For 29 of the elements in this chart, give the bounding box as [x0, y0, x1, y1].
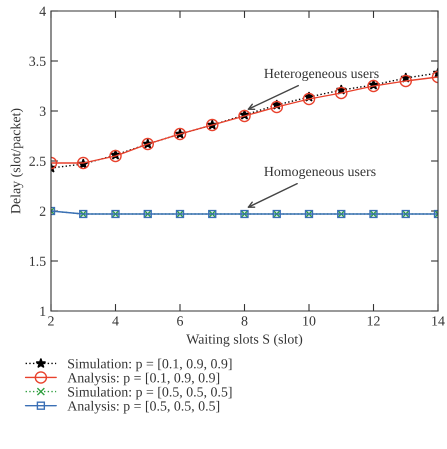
y-tick-label: 1 — [40, 306, 46, 316]
annotation: Homogeneous users — [264, 166, 376, 179]
point — [400, 74, 412, 88]
y-axis-title: Delay (slot/packet) — [10, 108, 24, 214]
legend-label: Analysis: p = [0.5, 0.5, 0.5] — [67, 400, 220, 414]
legend-label: Analysis: p = [0.1, 0.9, 0.9] — [67, 372, 220, 386]
legend-label: Simulation: p = [0.5, 0.5, 0.5] — [68, 386, 232, 400]
x-tick-label: 8 — [242, 316, 248, 326]
point — [109, 150, 122, 162]
y-tick-label: 4 — [39, 6, 46, 16]
x-tick-label: 12 — [368, 316, 380, 326]
x-tick-label: 6 — [177, 316, 184, 326]
x-tick-label: 2 — [48, 316, 54, 326]
x-tick-label: 4 — [112, 316, 119, 326]
y-tick-label: 3 — [40, 106, 46, 116]
point — [238, 110, 251, 122]
point — [302, 92, 316, 106]
x-axis-title: Waiting slots S (slot) — [186, 334, 302, 347]
annotation: Heterogeneous users — [264, 68, 379, 81]
point — [367, 80, 380, 92]
y-tick-label: 2 — [40, 206, 46, 216]
point — [270, 100, 283, 114]
y-tick-label: 2.5 — [29, 156, 46, 166]
x-tick-label: 14 — [432, 316, 445, 326]
x-tick-label: 10 — [303, 316, 316, 326]
point — [335, 86, 348, 100]
legend-label: Simulation: p = [0.1, 0.9, 0.9] — [68, 358, 232, 372]
y-tick-label: 3.5 — [29, 56, 46, 66]
y-tick-label: 1.5 — [30, 256, 46, 266]
